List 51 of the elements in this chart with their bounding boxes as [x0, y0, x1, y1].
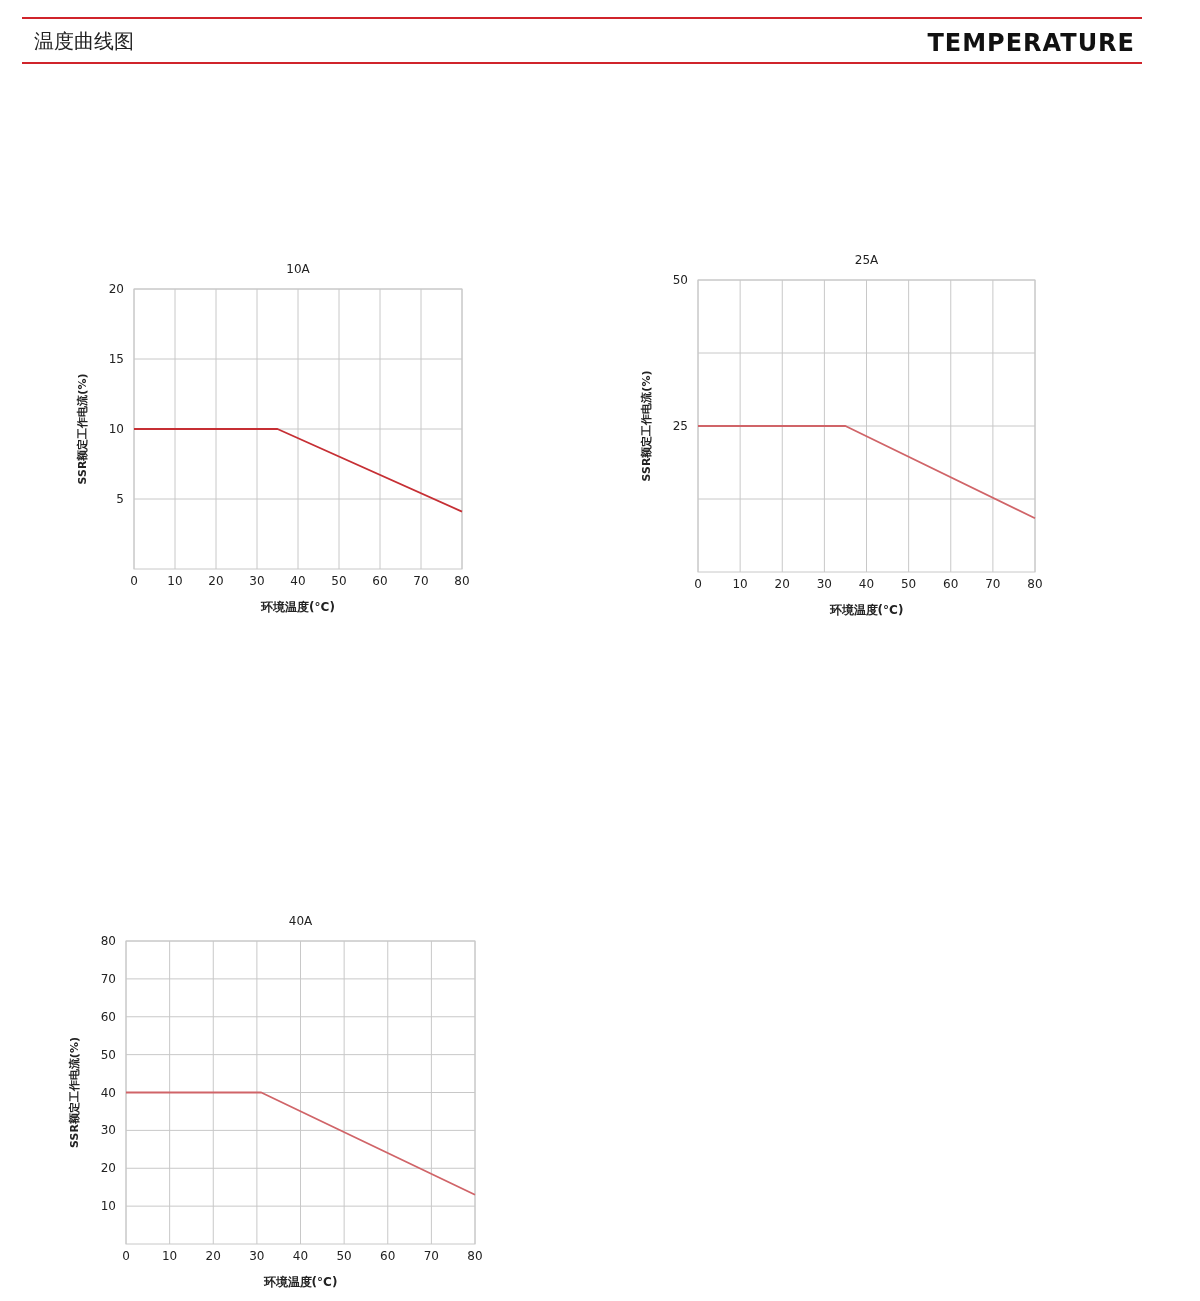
- x-tick-label: 30: [816, 577, 833, 591]
- x-tick-label: 20: [205, 1249, 221, 1263]
- y-tick-label: 20: [100, 1161, 116, 1176]
- x-tick-label: 40: [292, 1249, 309, 1263]
- x-tick-label: 10: [161, 1249, 178, 1263]
- x-tick-label: 80: [467, 1249, 483, 1263]
- x-tick-label: 80: [1027, 577, 1043, 591]
- y-tick-label: 10: [108, 422, 124, 436]
- x-tick-label: 30: [249, 574, 265, 588]
- y-tick-label: 80: [100, 934, 116, 948]
- y-axis-title: SSR额定工作电流(%): [640, 370, 653, 482]
- y-axis-title: SSR额定工作电流(%): [76, 373, 89, 485]
- y-axis-title: SSR额定工作电流(%): [68, 1037, 81, 1148]
- y-tick-label: 70: [100, 971, 116, 986]
- x-tick-label: 70: [413, 574, 429, 588]
- x-axis-title: 环境温度(°C): [262, 1275, 338, 1289]
- y-tick-label: 5: [116, 492, 124, 506]
- x-tick-label: 10: [167, 574, 183, 588]
- x-tick-label: 20: [774, 577, 790, 591]
- x-tick-label: 0: [122, 1249, 130, 1263]
- text: 温度曲线图: [34, 29, 134, 53]
- y-tick-label: 10: [100, 1199, 116, 1214]
- chart-title: 25A: [854, 253, 880, 267]
- text: TEMPERATURE: [927, 29, 1135, 57]
- x-tick-label: 20: [208, 574, 224, 588]
- x-tick-label: 70: [985, 577, 1001, 591]
- x-tick-label: 0: [694, 577, 702, 591]
- x-tick-label: 50: [336, 1249, 352, 1263]
- x-tick-label: 50: [331, 574, 347, 588]
- x-tick-label: 10: [732, 577, 748, 591]
- x-axis-title: 环境温度(°C): [260, 600, 335, 614]
- x-tick-label: 40: [290, 574, 306, 588]
- x-axis-title: 环境温度(°C): [828, 603, 904, 617]
- x-tick-label: 70: [423, 1249, 440, 1263]
- y-tick-label: 40: [100, 1085, 116, 1100]
- x-tick-label: 60: [943, 577, 959, 591]
- x-tick-label: 60: [380, 1249, 396, 1263]
- y-tick-label: 20: [108, 282, 124, 296]
- x-tick-label: 0: [130, 574, 138, 588]
- x-tick-label: 40: [858, 577, 875, 591]
- y-tick-label: 30: [100, 1123, 116, 1138]
- y-tick-label: 15: [108, 352, 124, 366]
- chart-title: 40A: [288, 914, 314, 928]
- y-tick-label: 60: [100, 1009, 116, 1024]
- x-tick-label: 50: [900, 577, 917, 591]
- y-tick-label: 50: [100, 1047, 116, 1062]
- x-tick-label: 80: [454, 574, 470, 588]
- chart-title: 10A: [286, 262, 311, 276]
- x-tick-label: 30: [249, 1249, 265, 1263]
- x-tick-label: 60: [372, 574, 388, 588]
- y-tick-label: 25: [672, 419, 688, 433]
